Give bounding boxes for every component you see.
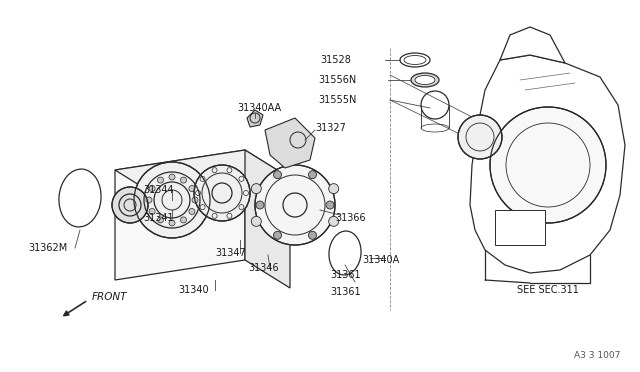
Polygon shape	[470, 55, 625, 273]
Circle shape	[149, 208, 155, 215]
Circle shape	[308, 231, 317, 239]
Text: 31347: 31347	[215, 248, 246, 258]
Polygon shape	[247, 110, 263, 127]
Circle shape	[157, 217, 163, 223]
Polygon shape	[265, 118, 315, 168]
Polygon shape	[500, 27, 565, 63]
Text: 31327: 31327	[315, 123, 346, 133]
Text: A3 3 1007: A3 3 1007	[573, 351, 620, 360]
Circle shape	[169, 220, 175, 226]
Text: 31361: 31361	[330, 287, 360, 297]
Text: 31340: 31340	[178, 285, 209, 295]
Circle shape	[192, 197, 198, 203]
Ellipse shape	[415, 76, 435, 84]
Text: FRONT: FRONT	[92, 292, 127, 302]
Circle shape	[112, 187, 148, 223]
Circle shape	[326, 201, 334, 209]
Text: 31556N: 31556N	[318, 75, 356, 85]
Circle shape	[273, 171, 282, 179]
Text: 31361: 31361	[330, 270, 360, 280]
Circle shape	[252, 184, 261, 194]
Text: 31366: 31366	[335, 213, 365, 223]
Circle shape	[256, 201, 264, 209]
Text: SEE SEC.311: SEE SEC.311	[517, 285, 579, 295]
Circle shape	[157, 177, 163, 183]
Polygon shape	[115, 150, 290, 198]
Circle shape	[146, 197, 152, 203]
Circle shape	[194, 165, 250, 221]
Circle shape	[180, 217, 186, 223]
Circle shape	[458, 115, 502, 159]
Circle shape	[252, 217, 261, 226]
Ellipse shape	[411, 73, 439, 87]
Circle shape	[189, 208, 195, 215]
Text: 31340A: 31340A	[362, 255, 399, 265]
Circle shape	[169, 174, 175, 180]
Text: 31344: 31344	[143, 185, 173, 195]
Circle shape	[180, 177, 186, 183]
Polygon shape	[115, 150, 245, 280]
Text: 31555N: 31555N	[318, 95, 356, 105]
Text: 31341: 31341	[143, 213, 173, 223]
Circle shape	[189, 186, 195, 192]
Bar	[495, 210, 545, 245]
Text: 31528: 31528	[320, 55, 351, 65]
Text: 31346: 31346	[248, 263, 278, 273]
Text: 31340AA: 31340AA	[237, 103, 281, 113]
Circle shape	[308, 171, 317, 179]
Circle shape	[134, 162, 210, 238]
Polygon shape	[245, 150, 290, 288]
Circle shape	[490, 107, 606, 223]
Text: 31362M: 31362M	[28, 243, 67, 253]
Circle shape	[273, 231, 282, 239]
Circle shape	[329, 217, 339, 226]
Circle shape	[329, 184, 339, 194]
Circle shape	[255, 165, 335, 245]
Circle shape	[149, 186, 155, 192]
